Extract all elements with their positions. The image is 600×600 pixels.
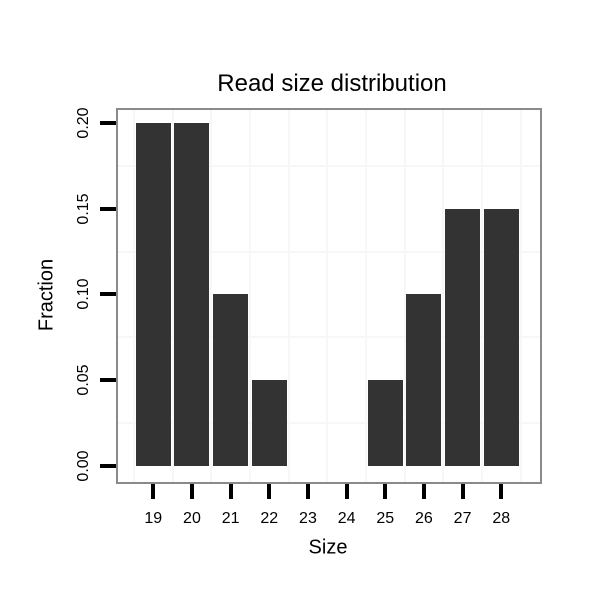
gridline-minor-vertical bbox=[442, 110, 445, 482]
y-axis-tick-label: 0.20 bbox=[75, 107, 92, 139]
bar-size-20 bbox=[174, 123, 210, 466]
gridline-minor-vertical bbox=[132, 110, 135, 482]
y-axis-tick-label: 0.10 bbox=[75, 278, 92, 310]
x-axis-tick bbox=[383, 484, 388, 499]
bar-size-27 bbox=[445, 208, 481, 466]
x-axis-tick bbox=[151, 484, 156, 499]
x-axis-tick bbox=[267, 484, 272, 499]
x-axis-tick-label: 28 bbox=[492, 510, 511, 527]
x-axis-tick bbox=[189, 484, 194, 499]
gridline-minor-vertical bbox=[480, 110, 483, 482]
gridline-minor-vertical bbox=[326, 110, 329, 482]
y-axis-title: Fraction bbox=[35, 258, 58, 332]
y-axis-tick bbox=[100, 292, 116, 297]
y-axis-tick bbox=[100, 206, 116, 211]
gridline-minor-horizontal bbox=[118, 336, 540, 339]
gridline-minor-vertical bbox=[171, 110, 174, 482]
y-axis-tick-label: 0.00 bbox=[75, 450, 92, 482]
bar-size-21 bbox=[213, 294, 249, 466]
x-axis-tick bbox=[344, 484, 349, 499]
x-axis-tick bbox=[460, 484, 465, 499]
bar-size-22 bbox=[251, 380, 287, 466]
gridline-minor-vertical bbox=[210, 110, 213, 482]
x-axis-tick bbox=[499, 484, 504, 499]
gridline-minor-vertical bbox=[519, 110, 522, 482]
chart-title: Read size distribution bbox=[217, 70, 447, 97]
gridline-minor-vertical bbox=[248, 110, 251, 482]
bar-size-28 bbox=[483, 208, 519, 466]
x-axis-title: Size bbox=[308, 536, 348, 559]
x-axis-tick-label: 23 bbox=[299, 510, 317, 527]
bar-size-25 bbox=[367, 380, 403, 466]
x-axis-tick-label: 27 bbox=[453, 510, 472, 527]
x-axis-tick bbox=[305, 484, 310, 499]
y-axis-tick-label: 0.15 bbox=[75, 193, 92, 225]
plot-panel bbox=[116, 108, 542, 484]
x-axis-tick-label: 26 bbox=[415, 510, 433, 527]
x-axis-tick-label: 25 bbox=[376, 510, 395, 527]
x-axis-tick-label: 24 bbox=[337, 510, 356, 527]
gridline-minor-horizontal bbox=[118, 421, 540, 424]
y-axis-tick-label: 0.05 bbox=[75, 364, 92, 396]
bar-size-19 bbox=[135, 123, 171, 466]
y-axis-tick bbox=[100, 121, 116, 125]
y-axis-tick bbox=[100, 378, 116, 383]
x-axis-tick-label: 22 bbox=[260, 510, 279, 527]
gridline-minor-vertical bbox=[287, 110, 290, 482]
y-axis-tick bbox=[100, 463, 116, 468]
gridline-minor-vertical bbox=[364, 110, 367, 482]
x-axis-tick-label: 21 bbox=[221, 510, 240, 527]
bar-size-26 bbox=[406, 294, 442, 466]
x-axis-tick bbox=[421, 484, 426, 499]
x-axis-tick-label: 19 bbox=[144, 510, 163, 527]
gridline-minor-horizontal bbox=[118, 250, 540, 253]
gridline-minor-vertical bbox=[403, 110, 406, 482]
x-axis-tick-label: 20 bbox=[183, 510, 201, 527]
gridline-minor-horizontal bbox=[118, 164, 540, 167]
x-axis-tick bbox=[228, 484, 233, 499]
